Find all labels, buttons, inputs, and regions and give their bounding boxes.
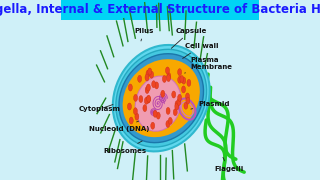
Circle shape (143, 105, 147, 112)
Circle shape (152, 81, 156, 88)
Circle shape (139, 96, 143, 103)
Ellipse shape (123, 59, 200, 137)
Circle shape (138, 75, 142, 82)
Circle shape (145, 74, 149, 81)
Bar (61, 0, 259, 20)
Text: Ribosomes: Ribosomes (103, 141, 146, 154)
Circle shape (147, 95, 151, 102)
Circle shape (128, 84, 132, 91)
Ellipse shape (135, 76, 181, 131)
Circle shape (144, 97, 148, 104)
Circle shape (153, 110, 157, 117)
Ellipse shape (116, 49, 207, 147)
Text: Capsule: Capsule (171, 28, 207, 48)
Circle shape (129, 117, 133, 124)
Circle shape (147, 96, 150, 103)
Circle shape (134, 94, 138, 101)
Text: Plasma
Membrane: Plasma Membrane (185, 57, 233, 73)
Circle shape (146, 70, 150, 77)
Circle shape (147, 84, 150, 91)
Circle shape (178, 69, 182, 76)
Circle shape (166, 120, 170, 127)
Circle shape (177, 98, 181, 105)
Text: Flagella, Internal & External Structure of Bacteria Hindi: Flagella, Internal & External Structure … (0, 3, 320, 16)
Circle shape (145, 87, 149, 93)
Ellipse shape (113, 45, 210, 151)
Text: Cell wall: Cell wall (183, 43, 218, 58)
Circle shape (146, 96, 150, 103)
Text: Nucleoid (DNA): Nucleoid (DNA) (89, 121, 149, 132)
Circle shape (187, 79, 191, 86)
Text: Plasmid: Plasmid (191, 101, 230, 109)
Circle shape (151, 122, 155, 129)
Circle shape (181, 86, 186, 93)
Circle shape (127, 103, 132, 110)
Circle shape (133, 108, 137, 115)
Circle shape (178, 76, 182, 83)
Text: Cytoplasm: Cytoplasm (79, 105, 120, 112)
Circle shape (156, 112, 160, 119)
Circle shape (173, 109, 177, 116)
Text: Flagelli: Flagelli (214, 157, 244, 172)
Ellipse shape (119, 54, 204, 143)
Circle shape (184, 102, 188, 109)
Circle shape (150, 71, 154, 78)
Circle shape (166, 75, 171, 82)
Circle shape (186, 97, 190, 104)
Circle shape (163, 75, 166, 82)
Circle shape (178, 94, 181, 101)
Circle shape (135, 113, 139, 120)
Circle shape (168, 117, 172, 124)
Circle shape (165, 67, 170, 74)
Circle shape (155, 82, 159, 89)
Circle shape (167, 73, 171, 80)
Text: Pilus: Pilus (134, 28, 154, 41)
Circle shape (166, 107, 170, 114)
Circle shape (180, 76, 184, 82)
Circle shape (175, 103, 179, 110)
Circle shape (161, 90, 165, 97)
Circle shape (186, 93, 189, 100)
Circle shape (148, 68, 152, 75)
Circle shape (182, 77, 186, 84)
Circle shape (172, 91, 176, 98)
Circle shape (175, 101, 179, 108)
